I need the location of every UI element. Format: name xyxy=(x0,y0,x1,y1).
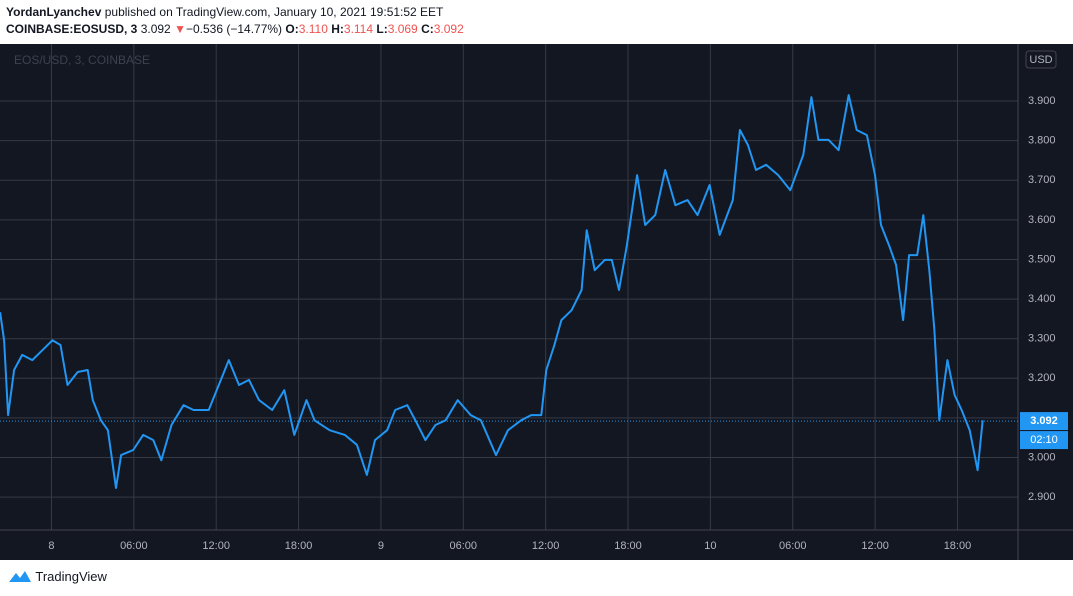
price: 3.092 xyxy=(140,22,171,36)
last-price-label: 3.092 xyxy=(1030,415,1058,427)
published: published on TradingView.com, January 10… xyxy=(104,5,444,19)
y-tick-label: 3.400 xyxy=(1028,293,1056,305)
countdown: 02:10 xyxy=(1030,434,1058,446)
y-tick-label: 3.800 xyxy=(1028,135,1056,147)
logo xyxy=(9,571,31,582)
x-tick-label: 12:00 xyxy=(532,540,560,552)
y-tick-label: 3.700 xyxy=(1028,174,1056,186)
currency: USD xyxy=(1029,54,1052,66)
ohlc-value: 3.110 xyxy=(298,22,328,36)
y-tick-label: 2.900 xyxy=(1028,491,1056,503)
y-tick-label: 3.200 xyxy=(1028,372,1056,384)
chart: EOS/USD, 3, COINBASE USD 2.9003.0003.100… xyxy=(0,44,1073,560)
x-tick-label: 18:00 xyxy=(614,540,642,552)
price-line xyxy=(0,94,984,489)
x-tick-label: 10 xyxy=(704,540,716,552)
ohlc-value: 3.092 xyxy=(433,22,464,36)
ohlc-label: C: xyxy=(421,22,434,36)
y-tick-label: 3.300 xyxy=(1028,333,1056,345)
currency-box xyxy=(1025,50,1057,69)
symbol: COINBASE:EOSUSD, 3 xyxy=(6,22,138,36)
last-price-badge xyxy=(1020,412,1068,431)
ohlc-label: L: xyxy=(376,22,388,36)
ohlc-label: O: xyxy=(285,22,299,36)
footer: TradingView xyxy=(8,569,107,584)
ohlc-value: 3.069 xyxy=(387,22,418,36)
publish-line: YordanLyanchev published on TradingView.… xyxy=(6,5,443,19)
arrow: ▼ xyxy=(174,22,186,36)
x-tick-label: 8 xyxy=(48,540,54,552)
brand: TradingView xyxy=(35,569,107,584)
change: −0.536 (−14.77%) xyxy=(185,22,283,36)
author: YordanLyanchev xyxy=(6,5,102,19)
x-tick-label: 06:00 xyxy=(120,540,148,552)
watermark: EOS/USD, 3, COINBASE xyxy=(14,53,150,67)
countdown-badge xyxy=(1020,431,1068,450)
chart-background xyxy=(0,44,1073,560)
y-tick-label: 3.000 xyxy=(1028,451,1056,463)
ticker-line: COINBASE:EOSUSD, 3 3.092 ▼−0.536 (−14.77… xyxy=(6,22,464,36)
x-tick-label: 06:00 xyxy=(779,540,807,552)
y-tick-label: 3.600 xyxy=(1028,214,1056,226)
y-tick-label: 3.900 xyxy=(1028,95,1056,107)
ohlc-value: 3.114 xyxy=(343,22,374,36)
x-tick-label: 12:00 xyxy=(861,540,889,552)
y-tick-label: 3.500 xyxy=(1028,253,1056,265)
x-tick-label: 06:00 xyxy=(450,540,478,552)
x-tick-label: 18:00 xyxy=(944,540,972,552)
x-tick-label: 12:00 xyxy=(202,540,230,552)
x-tick-label: 9 xyxy=(378,540,384,552)
ohlc-label: H: xyxy=(331,22,344,36)
x-tick-label: 18:00 xyxy=(285,540,313,552)
